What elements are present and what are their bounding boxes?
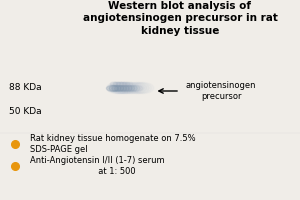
- Text: angiotensinogen
precursor: angiotensinogen precursor: [186, 81, 256, 101]
- Text: Rat kidney tissue homogenate on 7.5%
SDS-PAGE gel: Rat kidney tissue homogenate on 7.5% SDS…: [30, 134, 196, 154]
- Ellipse shape: [122, 82, 130, 86]
- Ellipse shape: [128, 82, 149, 93]
- Text: Western blot analysis of
angiotensinogen precursor in rat
kidney tissue: Western blot analysis of angiotensinogen…: [82, 1, 278, 36]
- Ellipse shape: [123, 82, 144, 93]
- Ellipse shape: [112, 85, 124, 91]
- Ellipse shape: [114, 82, 135, 93]
- Ellipse shape: [120, 85, 132, 91]
- Ellipse shape: [121, 82, 142, 93]
- Ellipse shape: [110, 82, 118, 86]
- Text: 88 KDa: 88 KDa: [9, 83, 42, 92]
- Ellipse shape: [106, 85, 119, 91]
- Ellipse shape: [117, 85, 129, 91]
- Ellipse shape: [118, 82, 140, 93]
- Ellipse shape: [116, 82, 124, 86]
- Ellipse shape: [130, 82, 152, 93]
- Ellipse shape: [128, 85, 140, 91]
- Ellipse shape: [109, 82, 130, 93]
- Ellipse shape: [119, 82, 127, 86]
- Ellipse shape: [126, 82, 147, 93]
- Ellipse shape: [111, 82, 132, 93]
- Ellipse shape: [106, 82, 128, 93]
- Ellipse shape: [115, 85, 127, 91]
- Ellipse shape: [123, 85, 135, 91]
- Ellipse shape: [113, 82, 121, 86]
- Text: Anti-Angiotensin I/II (1-7) serum
                          at 1: 500: Anti-Angiotensin I/II (1-7) serum at 1: …: [30, 156, 165, 176]
- Ellipse shape: [116, 82, 137, 93]
- Ellipse shape: [131, 85, 143, 91]
- Text: 50 KDa: 50 KDa: [9, 106, 42, 116]
- Ellipse shape: [125, 85, 137, 91]
- Ellipse shape: [109, 85, 121, 91]
- Ellipse shape: [133, 82, 154, 93]
